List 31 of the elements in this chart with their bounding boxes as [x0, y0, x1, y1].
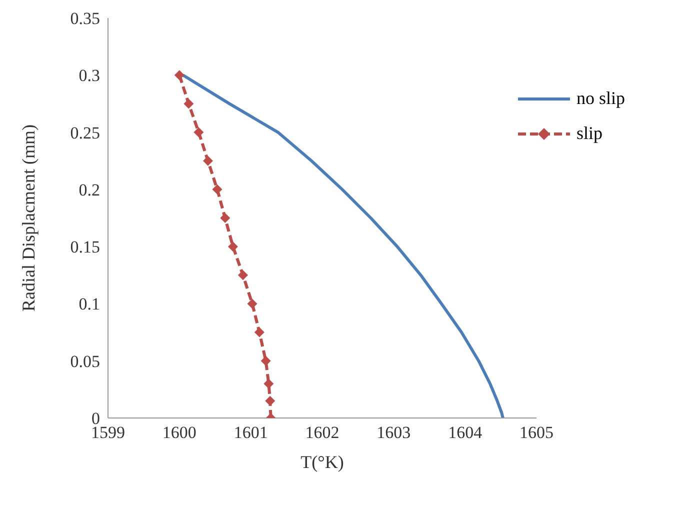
point: [174, 70, 184, 80]
x-tick-label: 1603: [376, 423, 411, 442]
point: [202, 156, 213, 166]
legend-label: no slip: [576, 88, 625, 109]
point: [247, 298, 258, 309]
x-tick-label: 1600: [162, 423, 196, 442]
point: [220, 213, 230, 223]
y-tick-label: 0.2: [78, 180, 100, 200]
x-tick-label: 1599: [91, 423, 125, 442]
y-tick-label: 0.15: [70, 238, 100, 257]
x-tick-label: 1604: [448, 423, 483, 442]
point: [238, 270, 248, 280]
x-tick-label: 1605: [519, 423, 554, 442]
legend-label: slip: [576, 123, 602, 144]
y-tick-label: 0.25: [70, 123, 100, 142]
point: [212, 184, 222, 194]
y-tick-label: 0.35: [70, 9, 100, 28]
point: [184, 98, 194, 109]
y-tick-label: 0.3: [78, 66, 100, 86]
x-tick-label: 1601: [234, 423, 268, 442]
y-axis-title: Radial Displacment (mm): [18, 124, 38, 312]
point: [254, 327, 264, 338]
point: [228, 242, 238, 252]
point: [264, 378, 274, 389]
point: [265, 396, 276, 406]
y-tick-label: 0.05: [70, 352, 100, 371]
y-tick-label: 0.1: [78, 294, 100, 314]
x-axis-title: T(°K): [300, 452, 344, 472]
point: [260, 356, 271, 366]
x-tick-label: 1602: [305, 423, 340, 442]
point: [194, 127, 204, 138]
